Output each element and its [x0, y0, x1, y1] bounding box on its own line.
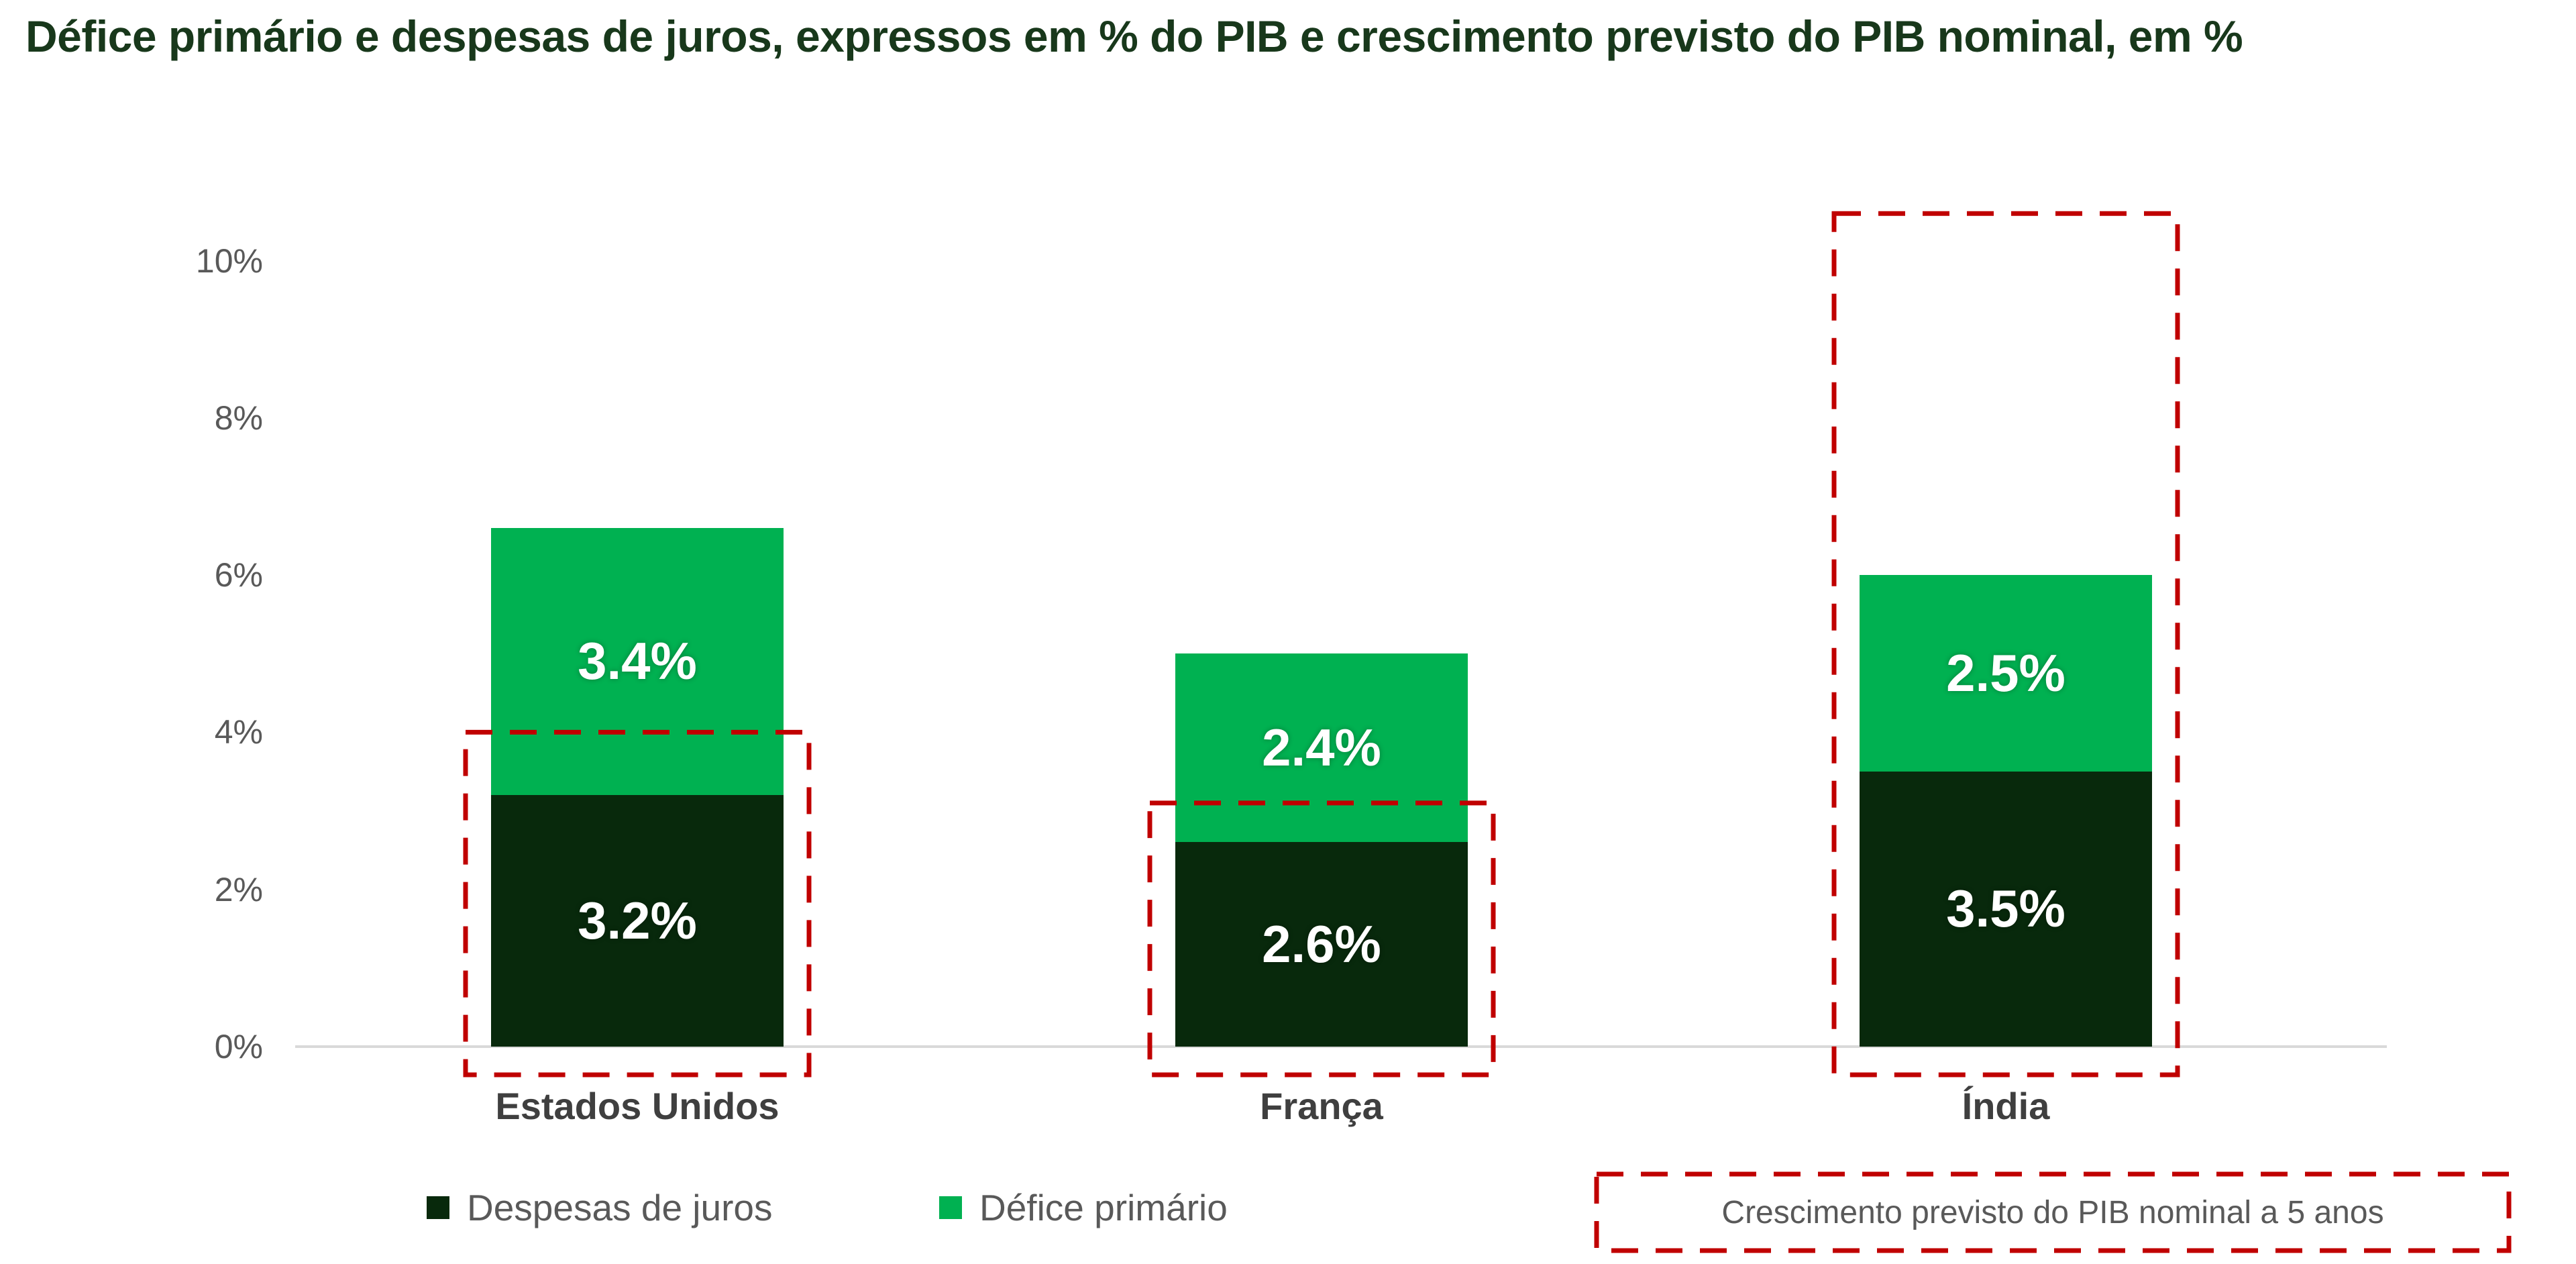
legend-label-defice-primario: Défice primário	[979, 1187, 1228, 1228]
bar-value-label-estados-unidos-despesas-de-juros: 3.2%	[578, 891, 697, 951]
bar-estados-unidos-segment-despesas-de-juros: 3.2%	[491, 795, 784, 1047]
legend-label-crescimento-previsto: Crescimento previsto do PIB nominal a 5 …	[1721, 1194, 2384, 1230]
y-tick-label-8pct: 8%	[214, 399, 263, 437]
bar-estados-unidos-segment-defice-primario: 3.4%	[491, 527, 784, 796]
bar-value-label-estados-unidos-defice-primario: 3.4%	[578, 631, 697, 691]
bar-franca-segment-despesas-de-juros: 2.6%	[1175, 842, 1468, 1047]
y-tick-label-4pct: 4%	[214, 713, 263, 751]
bar-franca-segment-defice-primario: 2.4%	[1175, 653, 1468, 843]
y-tick-label-2pct: 2%	[214, 870, 263, 908]
legend-item-crescimento-previsto: Crescimento previsto do PIB nominal a 5 …	[1597, 1174, 2509, 1251]
x-category-label-estados-unidos: Estados Unidos	[495, 1085, 780, 1127]
bar-value-label-franca-despesas-de-juros: 2.6%	[1262, 914, 1381, 974]
y-tick-label-0pct: 0%	[214, 1028, 263, 1065]
x-category-label-franca: França	[1260, 1085, 1383, 1127]
legend-label-despesas-de-juros: Despesas de juros	[467, 1187, 773, 1228]
bar-india-segment-defice-primario: 2.5%	[1860, 575, 2152, 772]
legend-swatch-despesas-de-juros	[427, 1196, 449, 1219]
legend-item-defice-primario: Défice primário	[939, 1186, 1228, 1229]
bar-value-label-india-defice-primario: 2.5%	[1946, 643, 2065, 703]
chart-title: Défice primário e despesas de juros, exp…	[25, 11, 2243, 61]
legend-item-despesas-de-juros: Despesas de juros	[427, 1186, 773, 1229]
bar-india-segment-despesas-de-juros: 3.5%	[1860, 771, 2152, 1047]
bar-value-label-india-despesas-de-juros: 3.5%	[1946, 879, 2065, 939]
y-tick-label-6pct: 6%	[214, 556, 263, 594]
legend-swatch-defice-primario	[939, 1196, 962, 1219]
y-tick-label-10pct: 10%	[195, 242, 263, 280]
bar-value-label-franca-defice-primario: 2.4%	[1262, 718, 1381, 778]
x-category-label-india: Índia	[1962, 1085, 2050, 1127]
